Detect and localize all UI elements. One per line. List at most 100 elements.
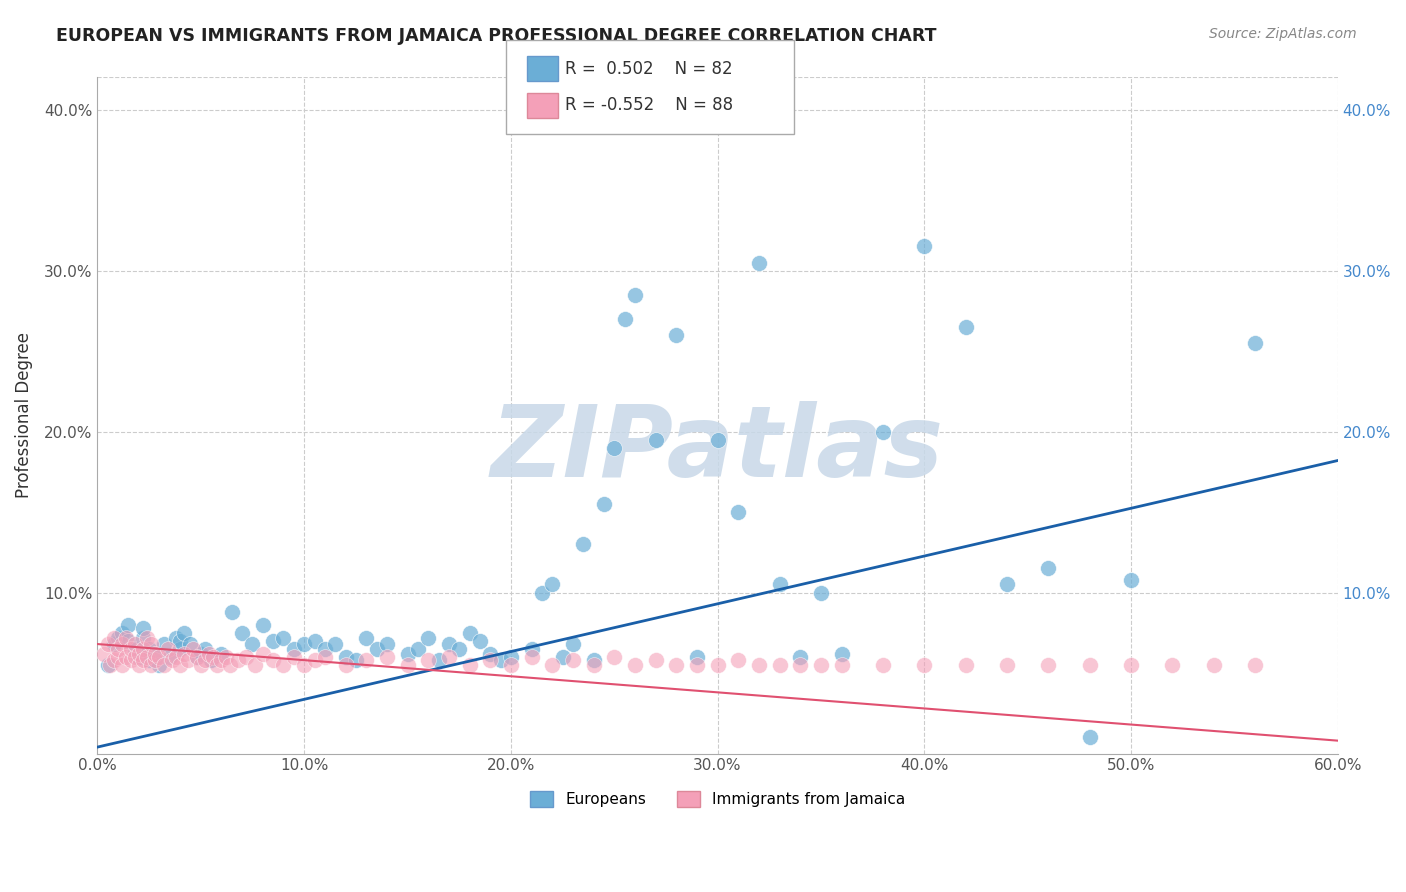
- Point: [541, 657, 564, 672]
- Point: [520, 641, 543, 656]
- Point: [624, 287, 647, 301]
- Point: [98, 657, 121, 672]
- Point: [152, 637, 174, 651]
- Point: [304, 653, 326, 667]
- Point: [603, 441, 626, 455]
- Point: [177, 653, 200, 667]
- Point: [194, 653, 217, 667]
- Point: [530, 585, 553, 599]
- Point: [499, 649, 522, 664]
- Point: [727, 505, 749, 519]
- Point: [323, 637, 346, 651]
- Text: ZIPatlas: ZIPatlas: [491, 401, 943, 498]
- Point: [1244, 336, 1267, 351]
- Point: [156, 641, 179, 656]
- Point: [226, 653, 249, 667]
- Point: [665, 328, 688, 343]
- Point: [186, 649, 208, 664]
- Point: [141, 637, 163, 651]
- Point: [152, 657, 174, 672]
- Point: [572, 537, 595, 551]
- Point: [190, 647, 212, 661]
- Point: [132, 653, 155, 667]
- Point: [186, 649, 208, 664]
- Point: [831, 657, 853, 672]
- Point: [111, 637, 134, 651]
- Point: [221, 605, 243, 619]
- Point: [148, 649, 170, 664]
- Point: [124, 641, 146, 656]
- Point: [995, 577, 1018, 591]
- Point: [148, 657, 170, 672]
- Point: [128, 647, 150, 661]
- Point: [243, 657, 266, 672]
- Point: [165, 631, 187, 645]
- Point: [97, 637, 120, 651]
- Point: [143, 653, 166, 667]
- Point: [103, 631, 125, 645]
- Point: [1244, 657, 1267, 672]
- Point: [706, 433, 728, 447]
- Point: [1202, 657, 1225, 672]
- Point: [955, 320, 977, 334]
- Point: [128, 657, 150, 672]
- Point: [107, 631, 129, 645]
- Point: [128, 649, 150, 664]
- Point: [354, 653, 377, 667]
- Point: [200, 653, 222, 667]
- Point: [366, 641, 388, 656]
- Point: [396, 657, 419, 672]
- Y-axis label: Professional Degree: Professional Degree: [15, 333, 32, 499]
- Point: [354, 631, 377, 645]
- Point: [124, 637, 146, 651]
- Point: [314, 641, 336, 656]
- Point: [418, 631, 440, 645]
- Point: [706, 657, 728, 672]
- Point: [912, 657, 935, 672]
- Point: [603, 649, 626, 664]
- Point: [115, 631, 138, 645]
- Point: [748, 657, 770, 672]
- Point: [582, 657, 605, 672]
- Point: [768, 657, 790, 672]
- Point: [115, 649, 138, 664]
- Point: [727, 653, 749, 667]
- Point: [169, 641, 191, 656]
- Point: [1119, 573, 1142, 587]
- Point: [252, 617, 274, 632]
- Point: [93, 647, 115, 661]
- Point: [375, 649, 398, 664]
- Point: [143, 647, 166, 661]
- Point: [214, 649, 236, 664]
- Point: [561, 653, 583, 667]
- Point: [242, 637, 264, 651]
- Point: [644, 433, 666, 447]
- Point: [449, 641, 471, 656]
- Point: [872, 657, 894, 672]
- Point: [1038, 657, 1060, 672]
- Point: [132, 621, 155, 635]
- Point: [304, 633, 326, 648]
- Point: [211, 647, 233, 661]
- Text: R =  0.502    N = 82: R = 0.502 N = 82: [565, 60, 733, 78]
- Legend: Europeans, Immigrants from Jamaica: Europeans, Immigrants from Jamaica: [524, 785, 911, 814]
- Point: [117, 617, 139, 632]
- Point: [427, 653, 450, 667]
- Point: [136, 649, 159, 664]
- Point: [97, 657, 120, 672]
- Point: [283, 649, 305, 664]
- Point: [283, 641, 305, 656]
- Point: [1078, 657, 1101, 672]
- Point: [479, 647, 502, 661]
- Point: [194, 641, 217, 656]
- Point: [159, 649, 181, 664]
- Point: [173, 625, 195, 640]
- Point: [831, 647, 853, 661]
- Text: R = -0.552    N = 88: R = -0.552 N = 88: [565, 96, 734, 114]
- Point: [375, 637, 398, 651]
- Point: [107, 641, 129, 656]
- Point: [335, 649, 357, 664]
- Point: [169, 657, 191, 672]
- Point: [561, 637, 583, 651]
- Point: [143, 649, 166, 664]
